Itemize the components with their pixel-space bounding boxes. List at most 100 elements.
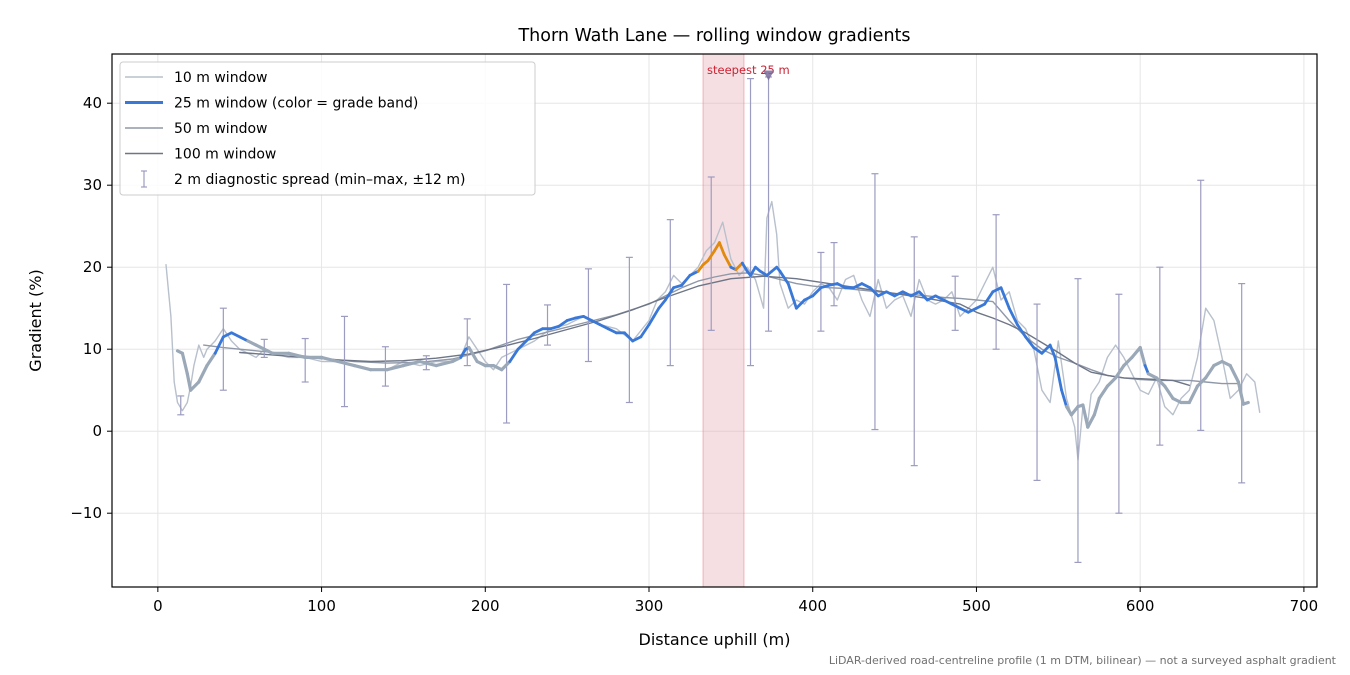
series-25m-segment [925,294,937,302]
legend: 10 m window 25 m window (color = grade ba… [119,61,536,196]
x-tick-label: 100 [307,597,336,615]
series-25m-segment [1228,364,1241,384]
series-25m-segment [835,282,847,290]
series-25m-segment [740,261,749,273]
series-25m-segment [1086,413,1096,429]
y-axis-label: Gradient (%) [26,269,45,371]
series-25m-segment [524,331,536,343]
series-25m-segment [794,298,806,310]
series-25m-segment [958,306,970,314]
legend-label: 2 m diagnostic spread (min–max, ±12 m) [174,172,465,188]
series-25m-segment [467,345,479,364]
steepest-25m-label: steepest 25 m [707,63,790,77]
series-25m-segment [706,249,716,263]
y-tick-label: 10 [83,340,102,358]
x-tick-label: 300 [635,597,664,615]
series-25m-segment [1138,345,1147,368]
series-group [165,76,1261,564]
series-25m-segment [434,359,455,368]
y-tick-label: 0 [92,422,102,440]
series-10m-line [165,200,1261,461]
series-25m-segment [221,331,233,339]
series-25m-segment [647,314,656,327]
legend-label: 50 m window [174,121,267,137]
series-25m-segment [639,323,651,339]
series-25m-segment [1154,376,1167,388]
series-25m-segment [1015,323,1027,339]
series-25m-segment [672,283,684,290]
series-25m-segment [450,355,463,364]
series-25m-segment [1195,376,1208,388]
series-25m-segment [1105,376,1118,388]
series-25m-segment [623,331,635,343]
legend-label: 10 m window [174,70,267,86]
series-25m-segment [917,290,929,302]
x-tick-label: 600 [1126,597,1155,615]
series-25m-segment [459,347,468,359]
series-25m-segment [786,282,798,310]
series-25m-segment [185,372,193,392]
series-25m-segment [688,269,700,277]
series-25m-segment [663,286,675,302]
axes: 0 100 200 300 400 500 600 700 −10 0 10 20 30 40 [70,94,1318,615]
annotation-group: steepest 25 m [707,63,790,81]
series-25m-segment [516,339,528,351]
series-25m-segment [1236,380,1245,406]
series-25m-segment [803,294,815,302]
series-25m-segment [1007,306,1019,327]
series-25m-segment [582,314,594,322]
series-25m-segment [893,290,905,298]
series-25m-segment [557,319,569,328]
series-25m-segment [819,283,831,290]
series-25m-segment [860,282,872,290]
series-25m-segment [197,364,209,384]
series-25m-segment [722,253,733,269]
x-tick-label: 0 [153,597,163,615]
series-25m-segment [680,273,692,287]
chart-title: Thorn Wath Lane — rolling window gradien… [517,26,910,46]
plot-frame [111,53,1318,588]
legend-label: 25 m window (color = grade band) [174,96,418,112]
series-25m-segment [868,286,880,298]
series-25m-segment [983,290,995,306]
series-100m-line [238,275,1191,386]
series-25m-segment [1097,384,1110,400]
series-25m-segment [1130,345,1142,359]
series-25m-segment [1053,355,1063,392]
x-axis-label: Distance uphill (m) [639,630,791,649]
series-25m-segment [778,269,790,286]
series-25m-segment [749,265,757,277]
series-25m-segment [230,331,242,339]
series-25m-segment [1122,355,1134,368]
series-25m-segment [319,355,340,364]
y-tick-label: −10 [70,504,102,522]
x-tick-label: 700 [1290,597,1319,615]
series-25m-segment [401,359,422,368]
legend-box [119,61,536,196]
series-25m-segment [188,380,201,392]
series-25m-segment [180,351,189,376]
series-25m-segment [1024,335,1036,349]
series-25m-segment [1114,364,1126,380]
series-25m-segment [999,286,1011,310]
x-tick-label: 400 [798,597,827,615]
series-25m-segment [734,261,744,272]
series-25m-segment [1204,364,1216,380]
series-25m-segment [1032,346,1044,355]
series-25m-segment [811,286,823,298]
series-25m-segment [718,241,726,257]
caption: LiDAR-derived road-centreline profile (1… [829,654,1337,667]
series-25m-segment [934,294,946,302]
series-25m-segment [652,306,661,318]
series-25m-segment [500,359,512,372]
series-25m-segment [418,359,438,368]
series-25m-segment [508,347,520,363]
series-25m-segment [606,327,618,335]
series-25m-segment [1092,396,1101,417]
series-25m-segment [205,351,217,368]
y-tick-label: 40 [83,94,102,112]
x-tick-label: 200 [471,597,500,615]
steepest-span-band [702,53,745,588]
x-tick-label: 500 [962,597,991,615]
series-25m-segment [950,302,962,310]
